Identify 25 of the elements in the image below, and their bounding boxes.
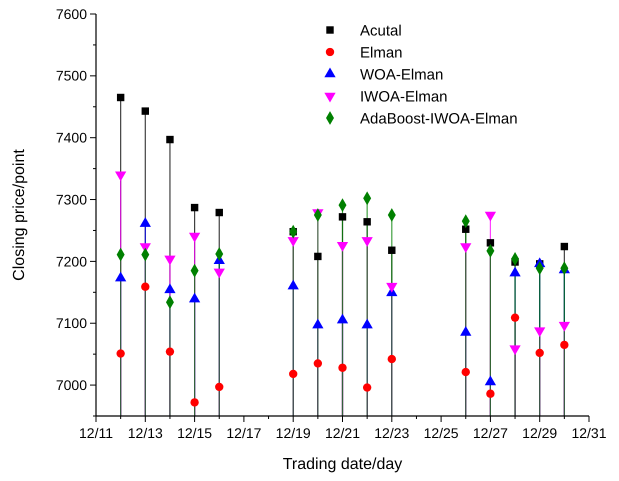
x-tick-label: 12/29 xyxy=(522,425,558,441)
x-tick-label: 12/31 xyxy=(571,425,607,441)
y-tick-label: 7600 xyxy=(56,6,88,22)
y-tick-label: 7200 xyxy=(56,253,88,270)
x-tick-label: 12/25 xyxy=(424,425,459,441)
x-tick-label: 12/15 xyxy=(177,425,212,441)
y-tick-label: 7100 xyxy=(56,315,88,332)
y-tick-label: 7500 xyxy=(56,68,88,84)
x-tick-label: 12/13 xyxy=(128,425,164,441)
x-tick-label: 12/23 xyxy=(374,425,410,441)
y-tick-label: 7300 xyxy=(56,191,88,208)
legend-label: AdaBoost-IWOA-Elman xyxy=(360,110,518,128)
x-axis-title: Trading date/day xyxy=(282,456,402,473)
y-axis-title: Closing price/point xyxy=(11,148,28,281)
x-tick-label: 12/27 xyxy=(472,425,508,441)
legend-label: Acutal xyxy=(360,22,402,40)
x-tick-label: 12/19 xyxy=(276,425,311,441)
legend-label: IWOA-Elman xyxy=(360,88,448,106)
x-tick-label: 12/17 xyxy=(226,425,262,441)
y-tick-label: 7400 xyxy=(56,130,88,146)
x-tick-label: 12/11 xyxy=(79,425,114,441)
legend-label: Elman xyxy=(360,44,403,62)
legend-label: WOA-Elman xyxy=(360,66,444,84)
x-tick-label: 12/21 xyxy=(324,425,360,441)
y-tick-label: 7000 xyxy=(56,376,88,393)
